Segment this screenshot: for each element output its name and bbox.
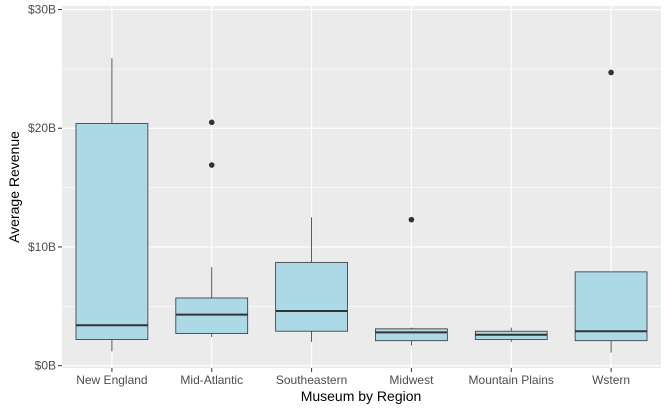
interquartile-box [574,271,648,342]
x-axis-ticks: New England Mid-Atlantic Southeastern Midwe… [76,368,630,387]
box-southeastern [275,217,348,342]
x-tick-label: Wstern [592,373,630,387]
x-tick-label: Southeastern [276,373,347,387]
y-tick-label: $30B [28,3,56,17]
interquartile-box [75,123,149,340]
outlier-point [408,216,415,223]
interquartile-box [375,328,448,342]
y-tick-label: $20B [28,121,56,135]
box-mountain-plains [474,327,548,342]
x-axis-title: Museum by Region [301,388,422,404]
y-tick-label: $10B [28,240,56,254]
y-axis-title: Average Revenue [6,131,22,243]
x-tick-label: New England [76,373,147,387]
interquartile-box [175,297,249,334]
x-tick-label: Midwest [389,373,434,387]
box-wstern [574,69,648,353]
x-tick-label: Mid-Atlantic [180,373,243,387]
y-axis-ticks: $0B $10B $20B $30B [28,3,62,373]
boxes [75,58,648,353]
box-midwest [375,216,448,346]
y-tick-label: $0B [35,359,56,373]
plot-panel [62,6,661,368]
outlier-point [608,69,614,76]
box-mid-atlantic [175,119,249,338]
outlier-point [208,162,215,168]
x-tick-label: Mountain Plains [469,373,554,387]
interquartile-box [275,261,348,332]
box-new-england [75,58,149,352]
outlier-point [208,119,215,126]
